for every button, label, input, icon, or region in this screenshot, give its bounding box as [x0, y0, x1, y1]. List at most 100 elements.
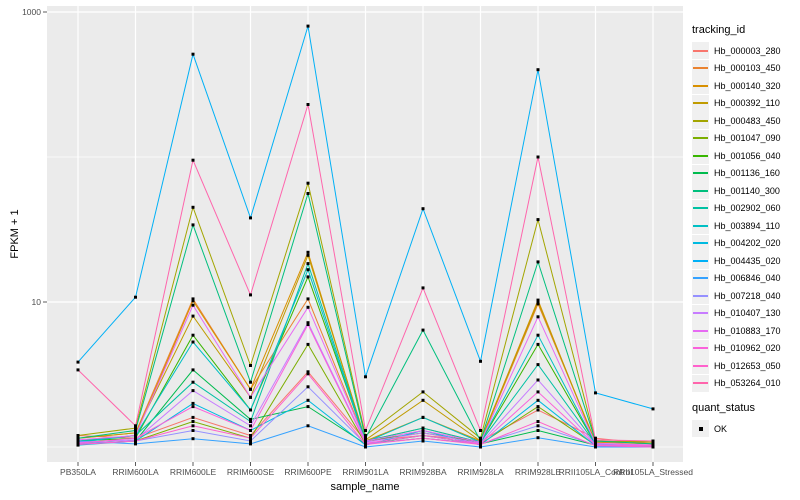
- line-swatch-icon: [693, 312, 708, 315]
- legend-entry: Hb_010407_130: [692, 304, 798, 323]
- data-point: [249, 434, 252, 437]
- data-point: [536, 333, 540, 337]
- data-point: [364, 436, 367, 440]
- x-tick-label: RRII105LA_Control: [558, 467, 633, 477]
- legend-entry-label: Hb_053264_010: [714, 378, 781, 389]
- data-point: [191, 420, 195, 423]
- data-point: [421, 431, 425, 435]
- data-point: [536, 408, 540, 412]
- legend-key: [692, 164, 709, 182]
- data-point: [134, 429, 137, 432]
- data-point: [249, 420, 252, 423]
- x-axis-title: sample_name: [330, 481, 400, 493]
- data-point: [479, 440, 482, 444]
- data-point: [479, 359, 482, 363]
- line-swatch-icon: [693, 154, 708, 157]
- legend-key: [692, 42, 709, 60]
- data-point: [306, 321, 310, 325]
- legend-entry-label: Hb_012653_050: [714, 360, 781, 371]
- legend-entry: Hb_053264_010: [692, 374, 798, 393]
- data-point: [536, 298, 540, 302]
- legend-key: [692, 287, 709, 305]
- legend-entry: Hb_001047_090: [692, 129, 798, 148]
- data-point: [594, 391, 597, 395]
- line-swatch-icon: [693, 67, 708, 70]
- data-point: [306, 250, 310, 254]
- data-point: [134, 424, 137, 428]
- data-point: [421, 426, 425, 430]
- data-point: [191, 205, 195, 209]
- legend-entry-label: Hb_010407_130: [714, 308, 781, 319]
- x-tick-label: RRIM901LA: [342, 467, 389, 477]
- x-tick-label: RRIM600PE: [284, 467, 332, 477]
- legend-entry: Hb_000003_280: [692, 42, 798, 60]
- legend-entries: Hb_000003_280 Hb_000103_450 Hb_000140_320 H…: [692, 42, 798, 392]
- line-swatch-icon: [693, 242, 708, 245]
- data-point: [536, 436, 540, 440]
- legend-entry-label: Hb_004202_020: [714, 238, 781, 249]
- legend-title-quant-status: quant_status: [692, 402, 755, 414]
- data-point: [76, 434, 80, 437]
- data-point: [249, 436, 252, 440]
- legend-key: [692, 147, 709, 165]
- legend-key: [692, 129, 709, 147]
- data-point: [134, 426, 137, 430]
- legend-entry: Hb_002902_060: [692, 199, 798, 218]
- line-swatch-icon: [693, 259, 708, 262]
- data-point: [536, 424, 540, 428]
- legend-entry-label: Hb_002902_060: [714, 203, 781, 214]
- legend-entry: Hb_000392_110: [692, 94, 798, 113]
- legend-entry-label: Hb_004435_020: [714, 255, 781, 266]
- data-point: [421, 436, 425, 440]
- line-swatch-icon: [693, 329, 708, 332]
- data-point: [191, 415, 195, 419]
- legend-entry-label: Hb_001136_160: [714, 168, 780, 179]
- data-point: [479, 436, 482, 440]
- legend-entry: Hb_004202_020: [692, 234, 798, 253]
- legend-key: [692, 339, 709, 357]
- data-point: [191, 405, 195, 409]
- data-point: [594, 438, 597, 442]
- data-point: [421, 390, 425, 394]
- data-point: [191, 299, 195, 303]
- data-point: [191, 429, 195, 432]
- data-point: [306, 372, 310, 376]
- data-point: [536, 390, 540, 394]
- line-swatch-icon: [693, 49, 708, 52]
- data-point: [249, 364, 252, 367]
- data-point: [364, 445, 367, 449]
- legend-entry: Hb_001140_300: [692, 182, 798, 200]
- legend-entry-label: Hb_000483_450: [714, 115, 781, 126]
- data-point: [191, 437, 195, 441]
- data-point: [76, 360, 80, 364]
- data-point: [249, 439, 252, 443]
- line-swatch-icon: [693, 137, 708, 140]
- data-point: [134, 442, 137, 446]
- legend-key: [692, 112, 709, 130]
- data-point: [191, 223, 195, 227]
- data-point: [421, 415, 425, 419]
- data-point: [249, 216, 252, 220]
- line-swatch-icon: [693, 207, 708, 210]
- legend-entry: Hb_000483_450: [692, 112, 798, 130]
- legend-key: [692, 269, 709, 287]
- legend-entry: Hb_006846_040: [692, 269, 798, 288]
- data-point: [536, 155, 540, 159]
- legend-quant-status: quant_status OK: [692, 402, 798, 438]
- data-point: [536, 429, 540, 432]
- data-point: [479, 445, 482, 449]
- data-point: [249, 417, 252, 421]
- data-point: [191, 158, 195, 162]
- legend-entry: Hb_003894_110: [692, 217, 798, 235]
- data-point: [306, 24, 310, 28]
- line-swatch-icon: [693, 84, 708, 87]
- data-point: [306, 262, 310, 266]
- legend-title-tracking-id: tracking_id: [692, 24, 746, 36]
- data-point: [421, 207, 425, 211]
- data-point: [536, 315, 540, 319]
- data-point: [306, 275, 310, 279]
- legend-entry-label: OK: [714, 423, 728, 434]
- data-point: [191, 314, 195, 318]
- data-point: [306, 192, 310, 195]
